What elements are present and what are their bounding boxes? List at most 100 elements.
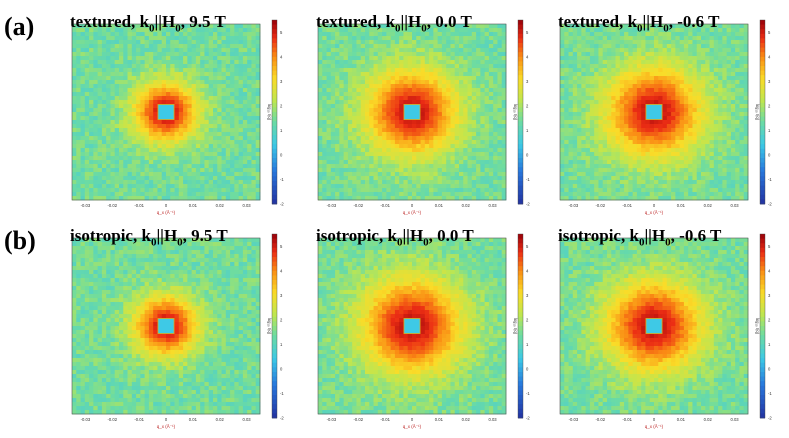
heatmap-cell <box>326 172 332 177</box>
heatmap-cell <box>577 164 582 169</box>
heatmap-cell <box>191 44 197 49</box>
heatmap-cell <box>183 128 188 133</box>
heatmap-cell <box>645 196 651 201</box>
heatmap-cell <box>488 196 494 201</box>
heatmap-cell <box>330 32 336 37</box>
heatmap-cell <box>386 128 392 133</box>
heatmap-cell <box>106 112 111 117</box>
heatmap-cell <box>394 176 400 181</box>
heatmap-cell <box>386 52 392 57</box>
heatmap-cell <box>339 124 345 129</box>
heatmap-cell <box>322 76 327 81</box>
heatmap-cell <box>217 148 222 153</box>
heatmap-cell <box>501 88 507 93</box>
colorbar-tick-label: 1 <box>526 128 529 133</box>
heatmap-cell <box>598 128 604 133</box>
heatmap-cell <box>343 48 349 53</box>
heatmap-cell <box>238 188 244 193</box>
heatmap-cell <box>200 24 205 29</box>
heatmap-cell <box>174 148 180 153</box>
heatmap-cell <box>645 80 651 85</box>
heatmap-cell <box>602 196 608 201</box>
colorbar-segment <box>272 130 277 136</box>
heatmap-cell <box>72 112 77 117</box>
heatmap-cell <box>76 100 81 105</box>
heatmap-cell <box>140 40 146 45</box>
heatmap-cell <box>433 52 439 57</box>
heatmap-cell <box>437 168 443 173</box>
heatmap-cell <box>407 96 413 101</box>
heatmap-cell <box>178 92 184 97</box>
heatmap-cell <box>480 188 486 193</box>
heatmap-cell <box>403 168 409 173</box>
heatmap-cell <box>611 24 616 29</box>
heatmap-cell <box>221 152 227 157</box>
heatmap-cell <box>195 172 201 177</box>
heatmap-cell <box>170 120 175 125</box>
heatmap-cell <box>641 184 646 189</box>
heatmap-cell <box>602 96 608 101</box>
heatmap-cell <box>343 116 349 121</box>
heatmap-cell <box>322 28 327 33</box>
heatmap-cell <box>191 132 197 137</box>
heatmap-cell <box>101 76 107 81</box>
heatmap-cell <box>166 60 171 65</box>
heatmap-cell <box>187 56 193 61</box>
heatmap-cell <box>577 84 582 89</box>
heatmap-cell <box>119 164 124 169</box>
heatmap-cell <box>161 88 167 93</box>
heatmap-cell <box>352 168 357 173</box>
heatmap-cell <box>407 156 413 161</box>
heatmap-cell <box>589 136 595 141</box>
heatmap-cell <box>493 56 498 61</box>
heatmap-cell <box>628 76 634 81</box>
heatmap-cell <box>326 184 332 189</box>
heatmap-cell <box>213 104 218 109</box>
heatmap-cell <box>476 120 481 125</box>
heatmap-cell <box>339 148 345 153</box>
heatmap-cell <box>394 172 400 177</box>
heatmap-cell <box>123 148 128 153</box>
heatmap-cell <box>463 112 468 117</box>
heatmap-cell <box>433 64 439 69</box>
heatmap-cell <box>157 128 163 133</box>
heatmap-cell <box>497 136 503 141</box>
heatmap-cell <box>619 176 625 181</box>
heatmap-cell <box>217 80 222 85</box>
heatmap-cell <box>467 152 473 157</box>
heatmap-cell <box>93 156 99 161</box>
heatmap-cell <box>585 168 591 173</box>
heatmap-cell <box>632 180 638 185</box>
heatmap-cell <box>326 92 332 97</box>
heatmap-cell <box>339 40 345 45</box>
heatmap-cell <box>568 124 574 129</box>
heatmap-cell <box>581 188 587 193</box>
heatmap-cell <box>598 104 604 109</box>
heatmap-cell <box>352 48 357 53</box>
heatmap-cell <box>170 52 175 57</box>
heatmap-cell <box>208 76 214 81</box>
heatmap-cell <box>238 164 244 169</box>
heatmap-cell <box>607 32 612 37</box>
colorbar-segment <box>518 153 523 159</box>
heatmap-cell <box>607 176 612 181</box>
heatmap-cell <box>594 168 599 173</box>
heatmap-cell <box>560 64 565 69</box>
heatmap-cell <box>560 152 565 157</box>
heatmap-cell <box>234 60 240 65</box>
colorbar-tick-label: 3 <box>526 79 529 84</box>
heatmap-cell <box>624 164 629 169</box>
heatmap-cell <box>183 168 188 173</box>
heatmap-cell <box>127 132 133 137</box>
heatmap-cell <box>191 32 197 37</box>
heatmap-cell <box>330 136 336 141</box>
heatmap-cell <box>322 160 327 165</box>
heatmap-cell <box>446 80 451 85</box>
heatmap-cell <box>585 32 591 37</box>
heatmap-cell <box>131 112 137 117</box>
heatmap-cell <box>611 48 616 53</box>
heatmap-cell <box>497 40 503 45</box>
heatmap-cell <box>619 132 625 137</box>
heatmap-cell <box>101 112 107 117</box>
heatmap-cell <box>564 92 569 97</box>
